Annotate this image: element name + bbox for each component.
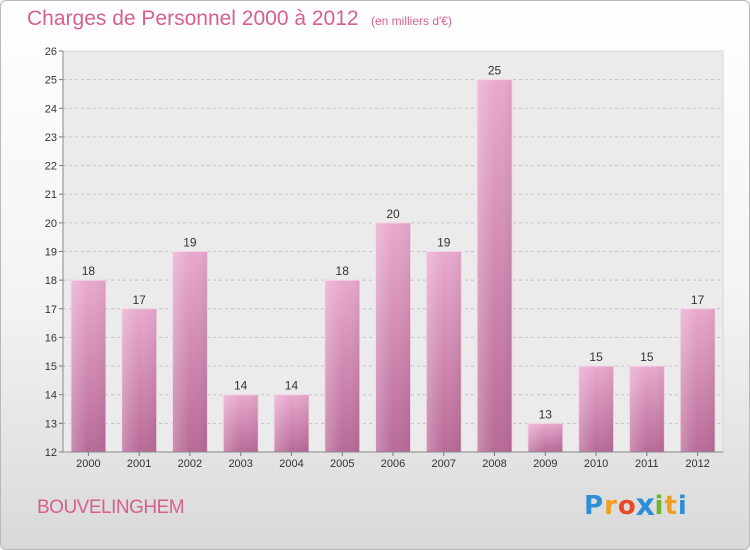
bar-value-label: 18: [336, 264, 350, 278]
bar-shine: [477, 79, 513, 453]
x-tick-label: 2012: [685, 458, 709, 470]
logo-letter: r: [604, 491, 618, 521]
y-tick-label: 13: [45, 418, 57, 430]
bar-value-label: 19: [437, 236, 451, 250]
x-tick-label: 2000: [76, 458, 100, 470]
y-tick-label: 18: [45, 275, 57, 287]
logo-letter: t: [664, 491, 678, 521]
x-axis: 2000 2001 2002 2003 2004 2005 2006 2007 2008 2009…: [63, 451, 723, 470]
chart-subtitle: (en milliers d'€): [371, 14, 452, 28]
y-tick-label: 21: [45, 189, 57, 201]
bar-value-label: 18: [82, 264, 96, 278]
y-tick-label: 24: [45, 103, 57, 115]
bar-value-label: 17: [132, 293, 146, 307]
logo-letter: o: [617, 491, 637, 521]
x-tick-label: 2010: [584, 458, 608, 470]
bar-shine: [70, 280, 106, 452]
bar-value-label: 14: [285, 379, 299, 393]
bar-value-label: 15: [589, 350, 603, 364]
y-tick-label: 17: [45, 304, 57, 316]
bar-shine: [680, 308, 716, 452]
x-tick-label: 2008: [482, 458, 506, 470]
y-axis: 12 13 14 15 16 17 18 19 20 21 22 23 24 25 26: [45, 46, 64, 459]
bar-shine: [121, 308, 157, 452]
logo-letter: P: [584, 491, 605, 521]
bar-shine: [172, 251, 208, 452]
proxiti-logo[interactable]: Proxiti: [584, 488, 688, 524]
x-tick-label: 2005: [330, 458, 354, 470]
y-tick-label: 26: [45, 46, 57, 58]
chart-title: Charges de Personnel 2000 à 2012: [27, 7, 359, 30]
bar-shine: [426, 251, 462, 452]
logo-letter: i: [654, 491, 665, 521]
x-tick-label: 2003: [228, 458, 252, 470]
bar-value-label: 25: [488, 64, 502, 78]
x-tick-label: 2006: [381, 458, 405, 470]
bars: 18 17 19 14 14 18 20 19 25 13 15 15 17: [70, 64, 716, 453]
bar-value-label: 19: [183, 236, 197, 250]
bar-value-label: 15: [640, 350, 654, 364]
location-name: BOUVELINGHEM: [37, 497, 185, 518]
bar-value-label: 14: [234, 379, 248, 393]
x-tick-label: 2002: [178, 458, 202, 470]
x-tick-label: 2009: [533, 458, 557, 470]
bar-shine: [223, 394, 259, 452]
x-tick-label: 2007: [432, 458, 456, 470]
bar-value-label: 13: [539, 407, 553, 421]
y-tick-label: 20: [45, 218, 57, 230]
bar-value-label: 17: [691, 293, 705, 307]
y-tick-label: 19: [45, 247, 57, 259]
bar-shine: [324, 280, 360, 452]
logo-letter: i: [677, 491, 688, 521]
y-tick-label: 23: [45, 132, 57, 144]
x-tick-label: 2004: [279, 458, 303, 470]
bar-shine: [273, 394, 309, 452]
bar-value-label: 20: [386, 207, 400, 221]
y-tick-label: 25: [45, 75, 57, 87]
x-tick-label: 2011: [635, 458, 659, 470]
y-tick-label: 14: [45, 390, 57, 402]
bar-shine: [629, 366, 665, 452]
logo-letter: x: [635, 488, 656, 524]
bar-shine: [578, 366, 614, 452]
y-tick-label: 15: [45, 361, 57, 373]
bar-shine: [375, 222, 411, 452]
y-tick-label: 16: [45, 332, 57, 344]
y-tick-label: 12: [45, 447, 57, 459]
x-tick-label: 2001: [127, 458, 151, 470]
bar-shine: [527, 423, 563, 452]
y-tick-label: 22: [45, 161, 57, 173]
